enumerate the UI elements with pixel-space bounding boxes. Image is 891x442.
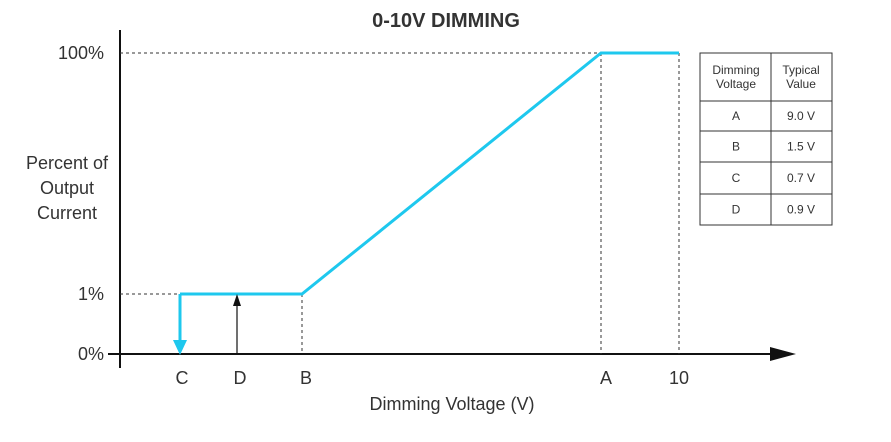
x-label: A	[600, 368, 612, 388]
table-cell: C	[732, 171, 741, 185]
table-cell: 0.7 V	[787, 171, 815, 185]
y-axis-title: Current	[37, 203, 97, 223]
x-axis-arrow	[770, 347, 796, 361]
table-cell: 0.9 V	[787, 203, 815, 217]
title: 0-10V DIMMING	[372, 10, 520, 32]
y-axis-title: Output	[40, 178, 94, 198]
x-axis-title: Dimming Voltage (V)	[369, 394, 534, 414]
d-arrowhead	[233, 294, 241, 306]
table-header: Voltage	[716, 77, 756, 91]
x-label: 10	[669, 368, 689, 388]
table-cell: B	[732, 140, 740, 154]
curve-arrow	[173, 340, 187, 355]
table-header: Typical	[782, 63, 819, 77]
y-label: 1%	[78, 284, 104, 304]
table-cell: 1.5 V	[787, 140, 815, 154]
table-header: Dimming	[712, 63, 759, 77]
dimming-curve	[180, 51, 679, 296]
x-label: D	[234, 368, 247, 388]
table-cell: 9.0 V	[787, 109, 815, 123]
x-label: B	[300, 368, 312, 388]
y-label: 0%	[78, 344, 104, 364]
y-axis-title: Percent of	[26, 153, 109, 173]
y-label: 100%	[58, 43, 104, 63]
value-table	[699, 52, 833, 226]
table-cell: D	[732, 203, 741, 217]
x-label: C	[176, 368, 189, 388]
table-cell: A	[732, 109, 740, 123]
table-header: Value	[786, 77, 816, 91]
